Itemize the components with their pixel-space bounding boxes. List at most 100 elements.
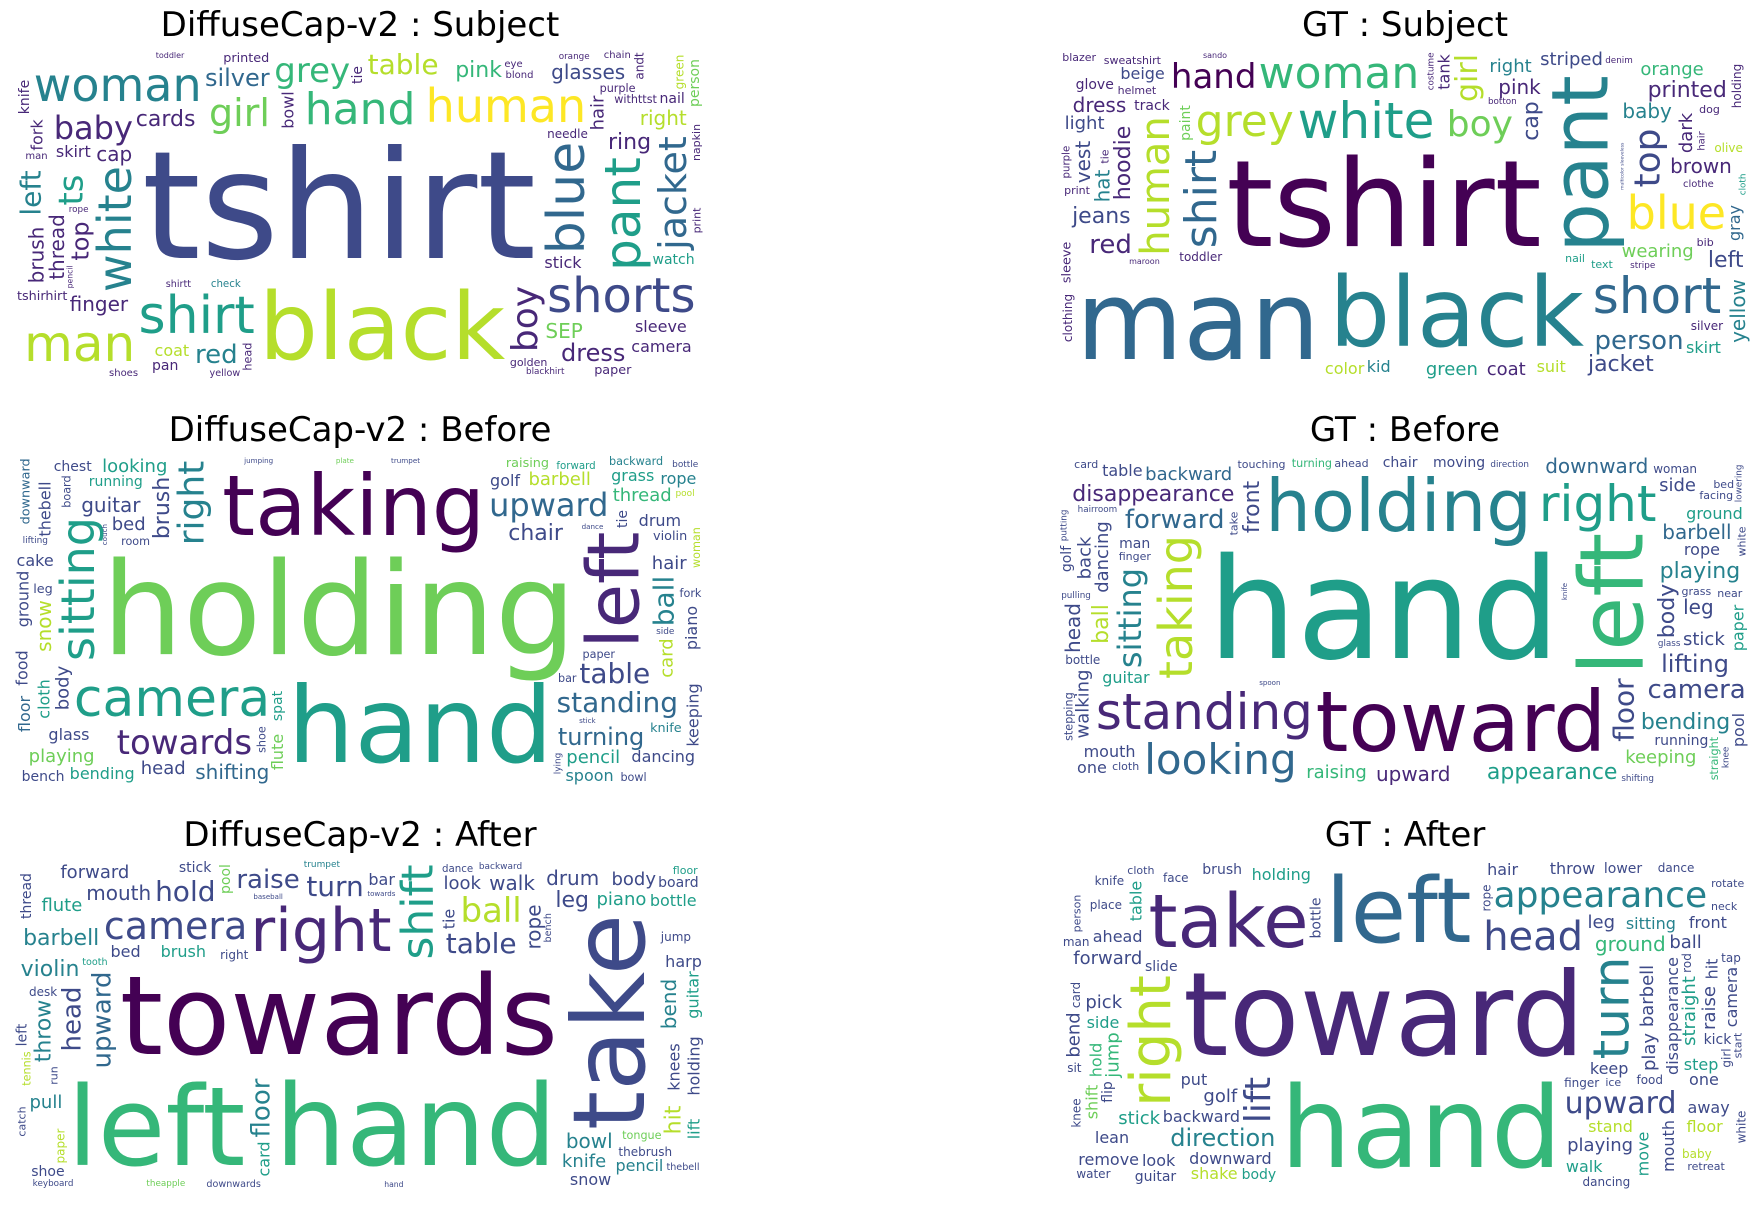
cloud-word: eye: [504, 59, 523, 71]
cloud-word: tie: [1098, 149, 1112, 164]
cloud-word: walking: [1072, 669, 1094, 739]
cloud-word: spoon: [565, 765, 614, 785]
cloud-word: hold: [155, 874, 216, 908]
cloud-word: move: [1633, 1131, 1653, 1176]
cloud-word: taking: [1149, 534, 1204, 679]
cloud-word: green: [1425, 358, 1478, 380]
cloud-word: take: [551, 913, 669, 1130]
cloud-word: walk: [1565, 1156, 1603, 1176]
cloud-word: holding: [1265, 464, 1533, 549]
cloud-word: leg: [33, 582, 53, 598]
cloud-word: left: [67, 1062, 246, 1190]
cloud-word: thread: [44, 213, 69, 280]
cloud-word: printed: [223, 50, 270, 66]
cloud-word: bending: [69, 763, 135, 783]
cloud-word: table: [1125, 880, 1145, 922]
cloud-word: tshirt: [1226, 136, 1542, 276]
cloud-word: leg: [555, 887, 589, 913]
panel-title: GT : After: [1324, 815, 1486, 855]
panel-title: GT : Before: [1309, 410, 1501, 450]
cloud-word: color: [1324, 359, 1365, 379]
cloud-word: bottle: [672, 460, 699, 471]
cloud-word: snow: [569, 1169, 612, 1189]
cloud-word: leg: [1587, 912, 1616, 934]
cloud-word: side: [1659, 475, 1696, 497]
cloud-word: sando: [1202, 50, 1228, 60]
cloud-word: coat: [154, 340, 190, 360]
cloud-word: cloth: [35, 679, 55, 719]
cloud-word: striped: [1540, 50, 1603, 71]
cloud-word: upward: [1375, 761, 1451, 785]
cloud-word: food: [15, 649, 32, 686]
cloud-word: downwards: [206, 1178, 261, 1190]
cloud-word: thread: [612, 484, 672, 506]
cloud-word: brown: [1670, 154, 1732, 179]
cloud-word: thebrush: [618, 1145, 673, 1160]
cloud-word: downward: [1189, 1148, 1272, 1168]
cloud-word: looking: [1144, 734, 1297, 784]
cloud-word: keeping: [683, 683, 703, 747]
cloud-word: ahead: [1092, 927, 1143, 947]
cloud-word: direction: [1490, 460, 1529, 471]
cloud-word: needle: [547, 127, 588, 142]
cloud-word: jeans: [1072, 204, 1131, 230]
cloud-word: kick: [1703, 1031, 1732, 1048]
cloud-word: blazer: [1062, 50, 1097, 64]
cloud-word: bottle: [649, 890, 697, 910]
cloud-word: baby: [53, 108, 133, 147]
cloud-word: pool: [1729, 712, 1749, 747]
cloud-word: track: [1134, 98, 1170, 115]
cloud-word: card: [254, 1141, 274, 1177]
cloud-word: knees: [664, 1043, 684, 1091]
cloud-word: clothing: [1060, 294, 1075, 343]
cloud-word: dance: [1657, 860, 1695, 875]
cloud-word: theapple: [146, 1178, 186, 1189]
word-cloud: hand toward holding left standing taking right…: [1060, 455, 1750, 785]
cloud-word: boy: [1446, 103, 1513, 145]
cloud-word: hand: [287, 664, 554, 785]
cloud-word: bar: [557, 672, 577, 686]
cloud-word: multicolor sleeveless: [1619, 143, 1625, 191]
cloud-word: rope: [521, 904, 546, 950]
cloud-word: pencil: [566, 746, 621, 768]
cloud-word: upward: [1564, 1086, 1677, 1122]
cloud-word: grey: [1195, 96, 1294, 148]
cloud-word: costume: [1426, 52, 1437, 90]
cloud-word: jacket: [1587, 351, 1654, 377]
cloud-word: ball: [1088, 604, 1114, 644]
cloud-word: hair: [1697, 131, 1709, 151]
cloud-word: remove: [1078, 1149, 1140, 1169]
cloud-word: gray: [1725, 204, 1745, 241]
cloud-word: ball: [460, 891, 522, 932]
cloud-word: left: [1707, 247, 1744, 273]
cloud-word: glove: [1075, 77, 1114, 94]
cloud-word: paint: [1177, 105, 1194, 142]
cloud-word: napkin: [690, 123, 704, 162]
word-cloud: holding hand taking left camera sitting toward…: [15, 455, 705, 785]
cloud-word: barbell: [23, 925, 100, 951]
cloud-word: hair: [587, 96, 609, 131]
cloud-word: running: [1654, 733, 1709, 750]
cloud-word: card: [1069, 981, 1084, 1008]
cloud-word: guitar: [1102, 667, 1150, 687]
cloud-word: glass: [48, 725, 90, 745]
cloud-word: couch: [100, 524, 110, 546]
cloud-word: check: [210, 277, 241, 290]
word-cloud: towards hand left take right shift camera table…: [15, 860, 705, 1190]
cloud-word: holding: [684, 1036, 704, 1096]
cloud-word: spoon: [1259, 678, 1281, 688]
cloud-word: woman: [689, 527, 703, 568]
cloud-word: clothe: [1682, 178, 1714, 190]
cloud-word: man: [1062, 934, 1090, 949]
cloud-word: plate: [335, 456, 354, 466]
cloud-word: mouth: [86, 881, 152, 906]
cloud-word: downward: [1545, 455, 1649, 479]
cloud-word: bench: [21, 768, 65, 785]
cloud-word: side: [1086, 1013, 1120, 1033]
cloud-word: putting: [1060, 509, 1070, 542]
cloud-word: stand: [1588, 1116, 1633, 1136]
cloud-word: shoes: [109, 367, 139, 379]
cloud-word: ground: [15, 570, 33, 628]
cloud-word: baseball: [253, 892, 283, 902]
cloud-word: turning: [1291, 457, 1333, 471]
